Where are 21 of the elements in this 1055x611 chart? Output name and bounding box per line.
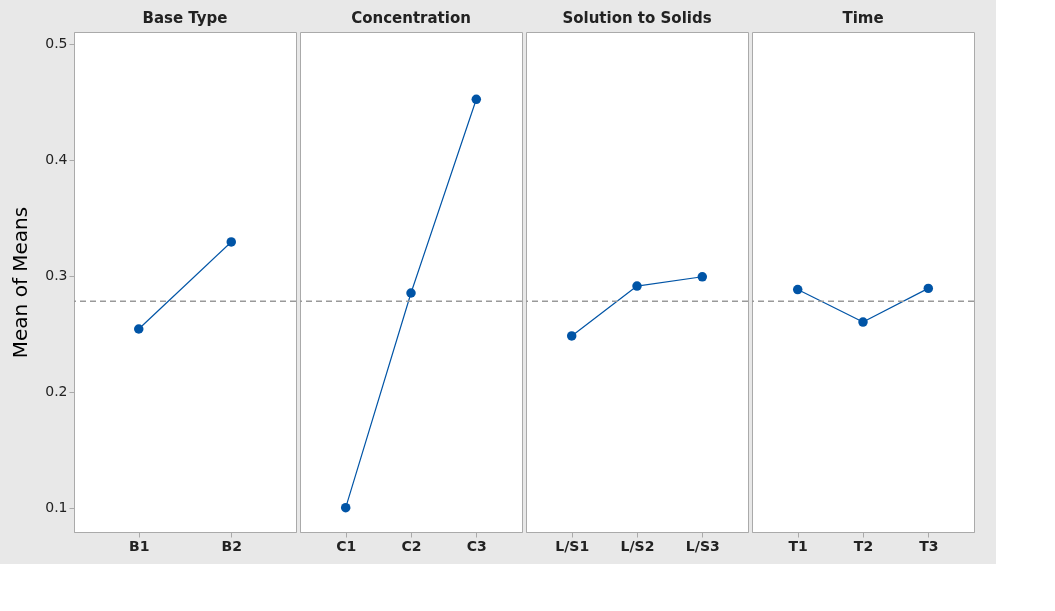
y-tick-label: 0.4 (45, 151, 68, 168)
x-tick-label: L/S3 (685, 537, 720, 554)
chart-title: Solution to Solids (562, 9, 712, 27)
y-tick-label: 0.5 (45, 35, 68, 52)
x-tick-label: L/S1 (555, 537, 590, 554)
chart-title: Concentration (351, 9, 471, 27)
x-tick-label: B2 (221, 537, 242, 554)
x-tick-label: C2 (401, 537, 422, 554)
y-tick-label: 0.2 (45, 383, 68, 400)
x-tick-label: C3 (466, 537, 487, 554)
x-tick-label: T1 (788, 537, 808, 554)
x-tick-label: C1 (336, 537, 357, 554)
x-tick-label: T3 (919, 537, 939, 554)
x-tick-label: B1 (129, 537, 150, 554)
x-tick-label: L/S2 (620, 537, 655, 554)
y-tick-label: 0.3 (45, 267, 68, 284)
y-tick-label: 0.1 (45, 499, 68, 516)
chart-title: Time (842, 9, 884, 27)
x-tick-label: T2 (853, 537, 874, 554)
chart-title: Base Type (142, 9, 228, 27)
y-axis-title: Mean of Means (8, 206, 33, 359)
